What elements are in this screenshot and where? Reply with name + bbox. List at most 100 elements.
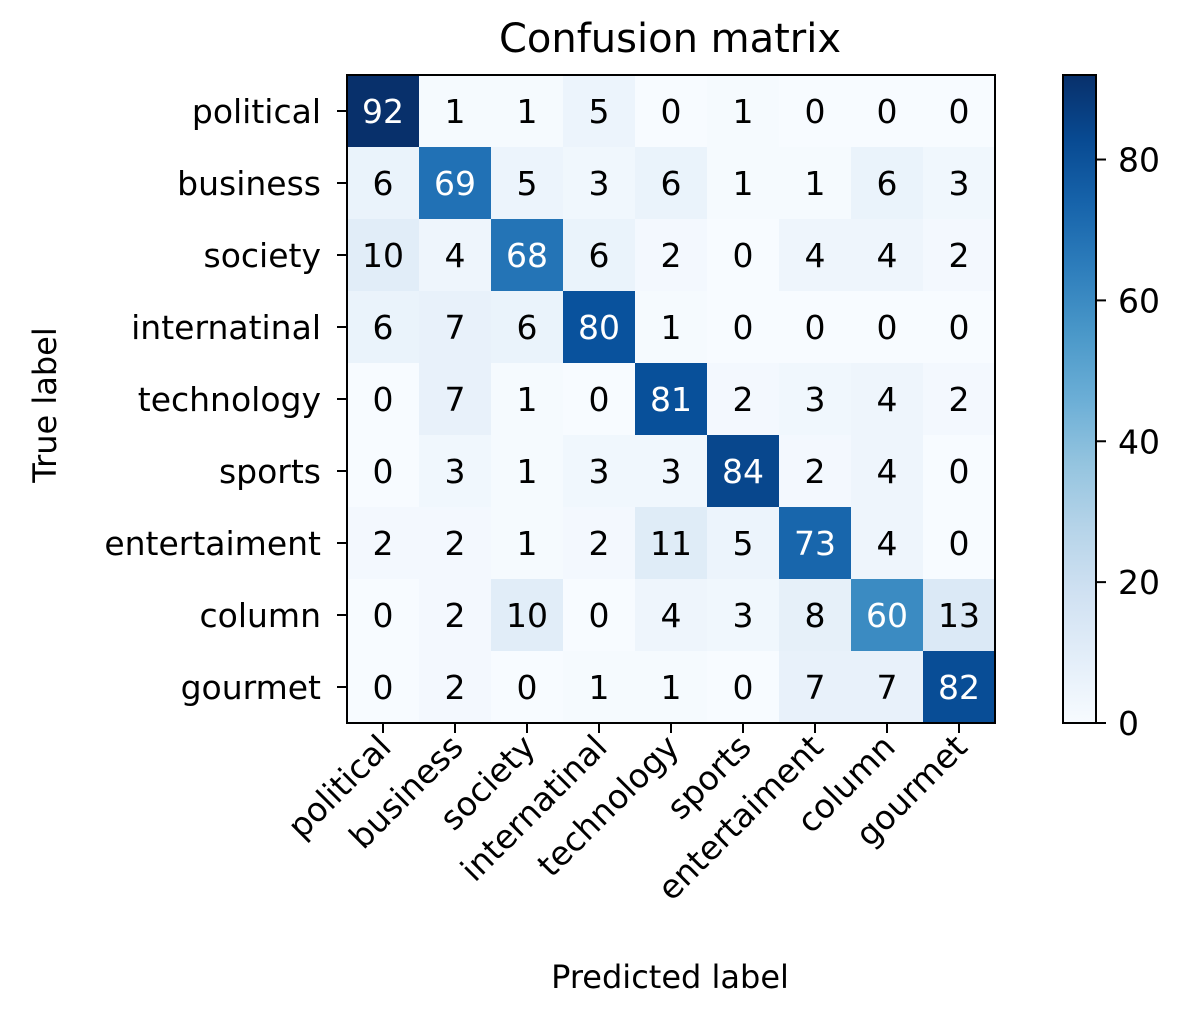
cell-value-label: 2 xyxy=(445,596,466,635)
cell-value-label: 4 xyxy=(445,236,466,275)
colorbar-tick-label: 80 xyxy=(1118,141,1160,180)
y-tick-label: column xyxy=(200,596,321,635)
heatmap-cell xyxy=(347,147,420,220)
heatmap-cell xyxy=(923,579,996,652)
y-axis-label: True label xyxy=(26,327,64,484)
heatmap-cell xyxy=(635,507,708,580)
cell-value-label: 3 xyxy=(445,452,466,491)
heatmap-cell xyxy=(923,651,996,724)
heatmap-cell xyxy=(419,75,492,148)
colorbar-tick-label: 0 xyxy=(1118,704,1139,743)
y-tick-label: business xyxy=(177,164,321,203)
heatmap-cell xyxy=(491,75,564,148)
x-axis-ticks: politicalbusinesssocietyinternatinaltech… xyxy=(280,723,975,908)
cell-value-label: 82 xyxy=(938,668,980,707)
cell-value-label: 2 xyxy=(445,524,466,563)
heatmap-cell xyxy=(563,651,636,724)
heatmap-cell xyxy=(347,291,420,364)
cell-value-label: 0 xyxy=(589,380,610,419)
cell-value-label: 60 xyxy=(866,596,908,635)
cell-value-label: 10 xyxy=(362,236,404,275)
cell-value-label: 1 xyxy=(661,668,682,707)
y-tick-label: gourmet xyxy=(181,668,321,707)
heatmap-cell xyxy=(419,363,492,436)
heatmap-cell xyxy=(347,75,420,148)
colorbar-tick-label: 20 xyxy=(1118,563,1160,602)
heatmap-cell xyxy=(563,147,636,220)
cell-value-label: 2 xyxy=(373,524,394,563)
cell-value-label: 68 xyxy=(506,236,548,275)
y-tick-label: political xyxy=(192,92,321,131)
heatmap-cell xyxy=(491,651,564,724)
y-tick-label: internatinal xyxy=(131,308,321,347)
cell-value-label: 3 xyxy=(661,452,682,491)
cell-value-label: 84 xyxy=(722,452,764,491)
cell-value-label: 1 xyxy=(517,452,538,491)
heatmap-cell xyxy=(347,219,420,292)
cell-value-label: 3 xyxy=(805,380,826,419)
cell-value-label: 0 xyxy=(373,452,394,491)
cell-value-label: 0 xyxy=(373,596,394,635)
cell-value-label: 6 xyxy=(517,308,538,347)
heatmap-cell xyxy=(347,579,420,652)
heatmap-cell xyxy=(851,579,924,652)
cell-value-label: 7 xyxy=(445,380,466,419)
heatmap-cell xyxy=(635,579,708,652)
heatmap-cell xyxy=(491,363,564,436)
heatmap-cell xyxy=(923,435,996,508)
heatmap-cell xyxy=(563,75,636,148)
cell-value-label: 0 xyxy=(733,308,754,347)
cell-value-label: 1 xyxy=(805,164,826,203)
heatmap-cell xyxy=(635,363,708,436)
heatmap-cell xyxy=(851,291,924,364)
heatmap-cell xyxy=(635,651,708,724)
cell-value-label: 10 xyxy=(506,596,548,635)
cell-value-label: 73 xyxy=(794,524,836,563)
cell-value-label: 2 xyxy=(805,452,826,491)
heatmap-cell xyxy=(707,75,780,148)
heatmap-cell xyxy=(779,363,852,436)
cell-value-label: 1 xyxy=(733,92,754,131)
heatmap-cell xyxy=(635,147,708,220)
cell-value-label: 7 xyxy=(805,668,826,707)
cell-value-label: 0 xyxy=(949,452,970,491)
heatmap-cell xyxy=(635,219,708,292)
heatmap-cell xyxy=(491,435,564,508)
cell-value-label: 0 xyxy=(517,668,538,707)
cell-value-label: 4 xyxy=(877,236,898,275)
cell-value-label: 0 xyxy=(373,380,394,419)
cell-value-label: 0 xyxy=(877,308,898,347)
cell-value-label: 11 xyxy=(650,524,692,563)
heatmap-cell xyxy=(779,75,852,148)
heatmap-cell xyxy=(779,435,852,508)
cell-value-label: 2 xyxy=(949,236,970,275)
cell-value-label: 3 xyxy=(949,164,970,203)
cell-value-label: 1 xyxy=(517,380,538,419)
cell-value-label: 7 xyxy=(445,308,466,347)
cell-value-label: 4 xyxy=(877,524,898,563)
cell-value-label: 0 xyxy=(733,668,754,707)
heatmap-cell xyxy=(491,579,564,652)
heatmap-cell xyxy=(779,507,852,580)
cell-value-label: 69 xyxy=(434,164,476,203)
heatmap-cell xyxy=(779,147,852,220)
y-tick-label: sports xyxy=(219,452,321,491)
cell-value-label: 3 xyxy=(589,452,610,491)
cell-value-label: 6 xyxy=(661,164,682,203)
heatmap-cell xyxy=(923,75,996,148)
heatmap-cell xyxy=(491,291,564,364)
cell-value-label: 6 xyxy=(373,308,394,347)
heatmap-cell xyxy=(707,363,780,436)
cell-value-label: 6 xyxy=(589,236,610,275)
cell-value-label: 4 xyxy=(805,236,826,275)
heatmap-cell xyxy=(851,219,924,292)
heatmap-cell xyxy=(419,219,492,292)
cell-value-label: 1 xyxy=(733,164,754,203)
y-tick-label: entertaiment xyxy=(104,524,321,563)
heatmap-cell xyxy=(707,435,780,508)
heatmap-cell xyxy=(923,219,996,292)
heatmap-cell xyxy=(419,579,492,652)
heatmap-cell xyxy=(563,219,636,292)
heatmap-cell xyxy=(923,147,996,220)
